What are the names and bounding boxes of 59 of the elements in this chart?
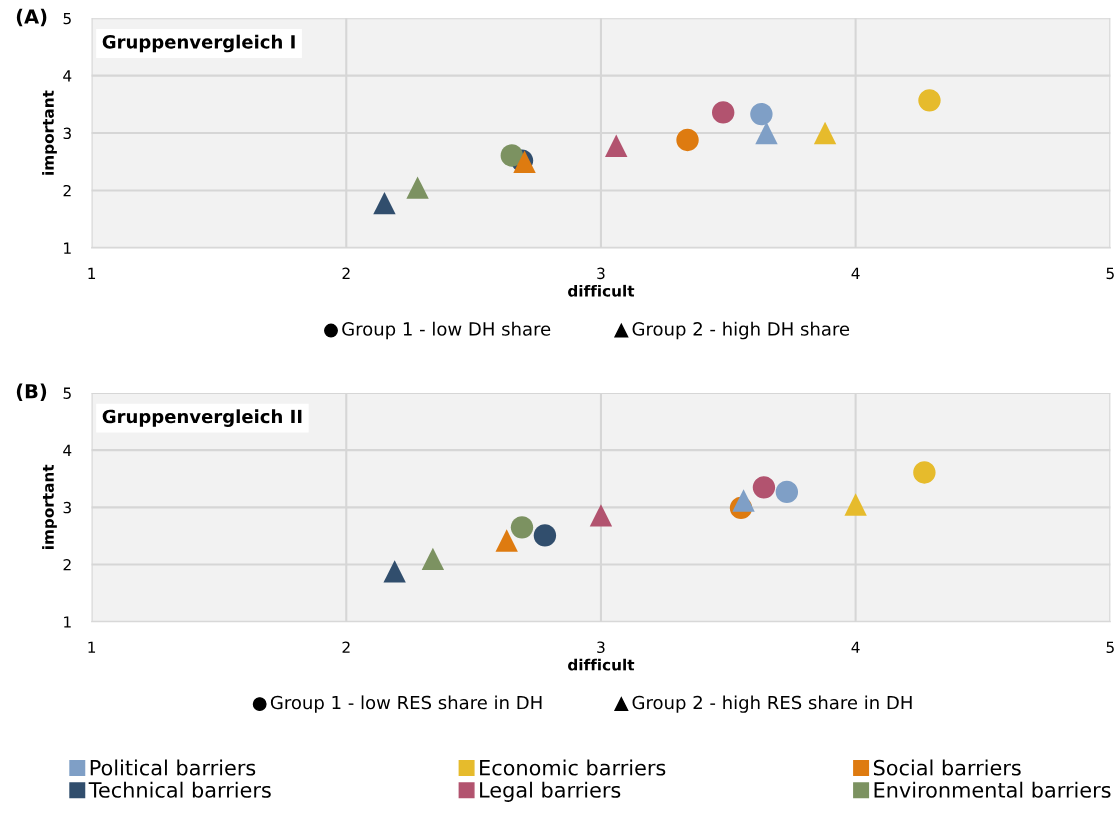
x-tick-label: 3 [597, 267, 605, 280]
point [383, 560, 406, 583]
legend-label: Social barriers [873, 759, 1021, 776]
y-tick-label: 1 [64, 242, 71, 254]
y-axis-title: important [42, 464, 57, 550]
point [510, 516, 534, 539]
point [605, 134, 628, 157]
y-tick-label: 2 [63, 559, 71, 571]
y-tick-label: 3 [63, 127, 71, 140]
text: Group 1 - low DH share [342, 321, 551, 340]
point [752, 476, 776, 499]
point [775, 480, 799, 504]
legend-label: Environmental barriers [874, 781, 1111, 798]
x-axis-title: difficult [568, 284, 635, 297]
x-tick-label: 3 [597, 641, 605, 654]
text: Gruppenvergleich II [102, 409, 302, 427]
text: Group 2 - high DH share [632, 321, 850, 340]
text: Group 1 - low RES share in DH [270, 695, 542, 713]
y-tick-label: 1 [64, 616, 71, 628]
x-tick-label: 4 [851, 641, 860, 653]
legend-label: Technical barriers [88, 781, 271, 798]
point [495, 529, 518, 552]
text: Gruppenvergleich I [102, 34, 295, 53]
x-tick-label: 2 [342, 267, 350, 279]
y-tick-label: 4 [63, 70, 72, 82]
text: (A) [16, 8, 47, 27]
y-tick-label: 3 [63, 501, 71, 514]
point [813, 121, 837, 145]
text: Group 2 - high RES share in DH [632, 695, 912, 713]
x-tick-label: 1 [88, 267, 96, 279]
y-tick-label: 5 [63, 12, 71, 25]
legend-label: Political barriers [90, 759, 256, 776]
point [406, 176, 429, 199]
x-tick-label: 5 [1106, 267, 1114, 280]
point [755, 121, 778, 145]
point [844, 493, 867, 516]
point [373, 191, 396, 215]
point [421, 547, 445, 571]
x-axis-title: difficult [568, 658, 635, 671]
point [533, 524, 557, 547]
point [500, 144, 524, 167]
point [732, 489, 755, 512]
y-tick-label: 2 [63, 184, 71, 197]
y-tick-label: 5 [63, 387, 71, 399]
legend-label: Legal barriers [480, 781, 621, 802]
point [589, 504, 613, 527]
x-tick-label: 1 [88, 641, 96, 653]
y-axis-title: important [42, 90, 57, 175]
x-tick-label: 4 [851, 267, 860, 279]
x-tick-label: 5 [1106, 641, 1114, 654]
point [711, 101, 735, 124]
point [913, 461, 936, 484]
x-tick-label: 2 [342, 641, 350, 653]
point [676, 128, 699, 152]
point [750, 102, 773, 126]
point [918, 89, 941, 112]
legend-label: Economic barriers [480, 759, 666, 776]
y-tick-label: 4 [63, 444, 72, 456]
text: (B) [16, 383, 47, 401]
